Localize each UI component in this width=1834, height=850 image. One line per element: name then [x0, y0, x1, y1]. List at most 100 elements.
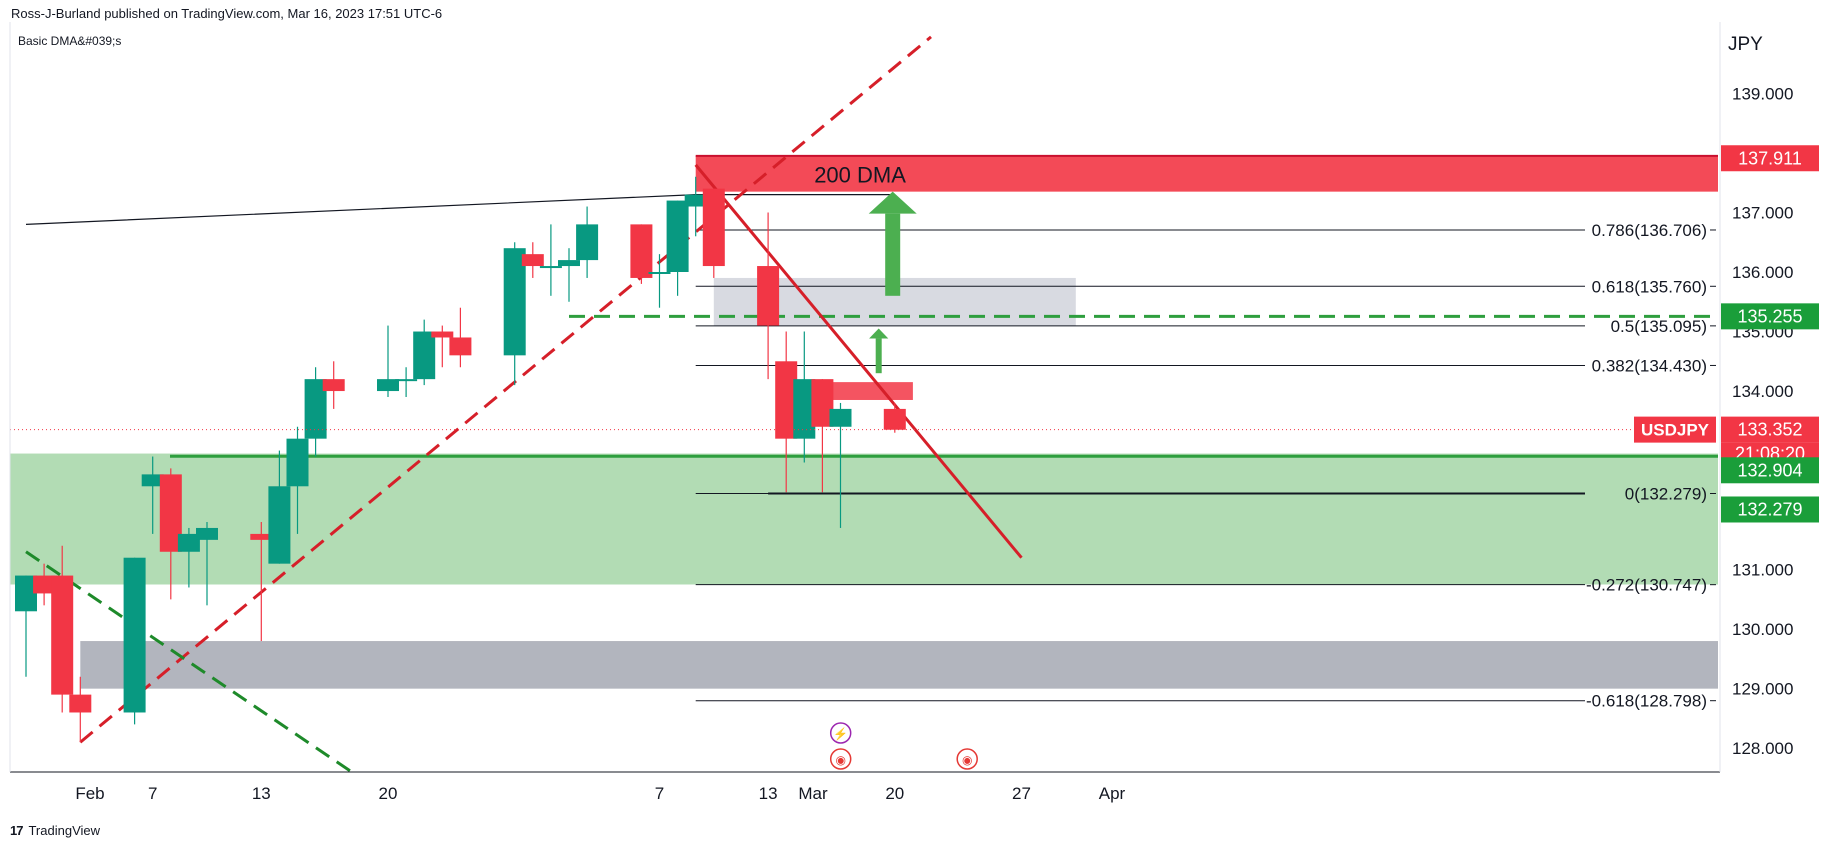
currency-label: JPY — [1728, 34, 1763, 55]
axes-layer: Feb 7 13 20 Mar 7 13 20 27 Apr 139.000 137.000 136.0… — [9, 22, 1832, 803]
x-tick-label: 20 — [379, 784, 398, 803]
candle-body — [15, 575, 37, 612]
candle-body — [51, 575, 74, 695]
candle-body — [268, 486, 291, 564]
candle-body — [123, 557, 146, 713]
tradingview-logo-icon: 17 — [10, 823, 24, 838]
large-up-arrow — [868, 191, 917, 296]
large-up-arrow-head — [868, 191, 917, 214]
candle-body — [177, 533, 200, 552]
candle-body — [395, 379, 418, 382]
price-tag — [1721, 145, 1819, 172]
price-tag — [1721, 303, 1819, 330]
price-tag-label: 132.279 — [1737, 499, 1802, 519]
fib-label: 0.618(135.760) — [1592, 277, 1707, 296]
fib-label: -0.618(128.798) — [1586, 692, 1707, 711]
candle-body — [775, 361, 798, 439]
candle-body — [69, 694, 92, 713]
y-tick-label: 130.000 — [1732, 620, 1793, 639]
y-tick-label: 128.000 — [1732, 739, 1793, 758]
price-tag-label: 133.352 — [1737, 420, 1802, 440]
candle-body — [793, 379, 816, 439]
price-tag — [1721, 457, 1819, 484]
x-tick-label: 7 — [148, 784, 157, 803]
zones-layer — [10, 154, 1718, 689]
large-up-arrow-shaft — [885, 213, 901, 296]
candle-body — [159, 474, 182, 552]
candle-body — [322, 379, 345, 392]
candle-body — [811, 379, 834, 427]
fib-label: -0.272(130.747) — [1586, 576, 1707, 595]
rising-trend-line-dashed — [79, 35, 932, 744]
price-tag-label: 135.255 — [1737, 306, 1802, 326]
event-flag-icon-1-glyph: ◉ — [835, 753, 845, 767]
candle-body — [141, 474, 164, 487]
publisher-header: Ross-J-Burland published on TradingView.… — [11, 6, 443, 21]
candle-body — [449, 337, 472, 356]
fib-label: 0.382(134.430) — [1592, 356, 1707, 375]
candle-body — [250, 533, 273, 540]
y-tick-label: 134.000 — [1732, 382, 1793, 401]
small-up-arrow-shaft — [875, 338, 882, 374]
price-tag-label: 132.904 — [1737, 460, 1802, 480]
resistance-zone — [695, 155, 1718, 192]
candle-body — [196, 527, 218, 540]
event-flag-icon-1 — [829, 748, 852, 770]
event-flag-icon-2-glyph: ◉ — [962, 753, 972, 767]
small-up-arrow-head — [869, 328, 889, 339]
dma-200-line — [25, 194, 895, 225]
candle-body — [413, 331, 436, 380]
candle-body — [883, 408, 906, 430]
candle-body — [503, 248, 526, 356]
x-tick-label: Apr — [1099, 784, 1126, 803]
y-tick-label: 137.000 — [1732, 203, 1793, 222]
candle-body — [829, 408, 852, 427]
candle-body — [377, 379, 399, 392]
tradingview-footer: 17 TradingView — [10, 823, 100, 838]
candle-body — [666, 200, 689, 272]
candle-body — [431, 331, 454, 338]
indicator-label[interactable]: Basic DMA&#039;s — [18, 34, 122, 48]
candle-body — [33, 575, 56, 594]
y-tick-label: 136.000 — [1732, 263, 1793, 282]
x-tick-label: 13 — [759, 784, 778, 803]
y-tick-label: 131.000 — [1732, 561, 1793, 580]
candle-body — [576, 224, 599, 261]
candle-body — [286, 438, 309, 487]
event-bolt-icon — [829, 722, 852, 744]
candle-body — [702, 188, 725, 267]
y-tick-label: 139.000 — [1732, 84, 1793, 103]
support-zone — [10, 453, 1718, 585]
price-tag-label: 137.911 — [1738, 148, 1802, 168]
symbol-tag-label: USDJPY — [1641, 421, 1710, 440]
fib-label: 0.786(136.706) — [1592, 221, 1707, 240]
fib-label: 0(132.279) — [1625, 484, 1707, 503]
price-tag — [1721, 416, 1819, 443]
candle-body — [304, 379, 327, 439]
dma-annotation-label: 200 DMA — [814, 162, 906, 187]
overlay-layer: 200 DMA USDJPY ⚡ ◉ ◉ — [10, 162, 1718, 770]
event-bolt-icon-glyph: ⚡ — [833, 727, 848, 741]
event-flag-icon-2 — [956, 748, 978, 770]
grey-zone-lower — [80, 641, 1718, 689]
x-tick-label: 13 — [252, 784, 271, 803]
falling-trend-line-solid — [694, 163, 1023, 559]
candle-body — [757, 266, 780, 326]
x-tick-label: 20 — [885, 784, 904, 803]
x-tick-label: 7 — [655, 784, 664, 803]
candle-body — [558, 260, 580, 267]
x-tick-label: 27 — [1012, 784, 1031, 803]
axis-mask — [1722, 50, 1832, 68]
candle-body — [648, 272, 671, 274]
candles-layer — [15, 176, 906, 743]
small-up-arrow — [869, 328, 889, 374]
x-tick-label: Mar — [798, 784, 828, 803]
price-tag — [1721, 496, 1819, 523]
x-tick-label: Feb — [75, 784, 104, 803]
symbol-tag — [1634, 416, 1716, 443]
candle-body — [684, 194, 707, 207]
brand-label: TradingView — [28, 823, 101, 838]
candle-body — [630, 224, 653, 278]
candle-body — [521, 254, 544, 267]
